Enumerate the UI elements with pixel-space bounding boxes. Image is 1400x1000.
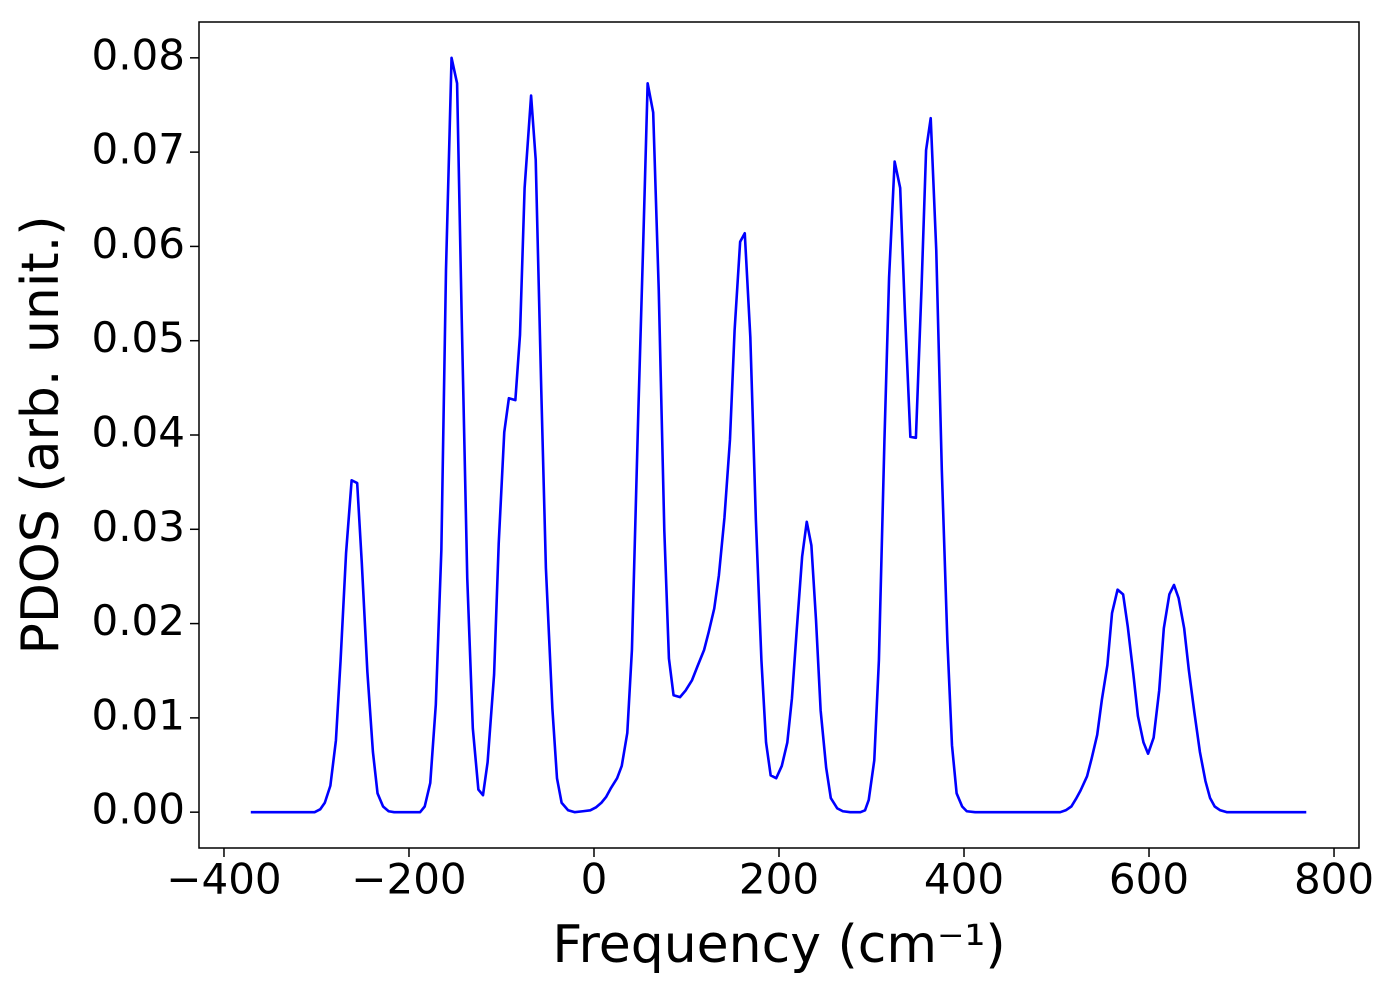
y-tick-label: 0.07	[91, 125, 185, 174]
x-tick-label: 200	[739, 855, 819, 904]
x-axis-label: Frequency (cm⁻¹)	[552, 915, 1005, 975]
x-tick-label: −400	[166, 855, 281, 904]
x-tick-label: 600	[1109, 855, 1189, 904]
pdos-line	[250, 56, 1307, 814]
x-tick-label: 0	[581, 855, 608, 904]
y-tick-label: 0.06	[91, 219, 185, 268]
y-axis-label: PDOS (arb. unit.)	[11, 215, 71, 654]
plot-frame	[198, 21, 1360, 849]
y-tick-label: 0.02	[91, 596, 185, 645]
y-tick-label: 0.08	[91, 30, 185, 79]
y-tick-label: 0.03	[91, 502, 185, 551]
x-tick-label: 400	[924, 855, 1004, 904]
x-tick-label: 800	[1294, 855, 1374, 904]
y-tick-label: 0.05	[91, 313, 185, 362]
y-tick-label: 0.00	[91, 785, 185, 834]
y-tick-label: 0.01	[91, 690, 185, 739]
x-tick-label: −200	[351, 855, 466, 904]
y-tick-label: 0.04	[91, 408, 185, 457]
